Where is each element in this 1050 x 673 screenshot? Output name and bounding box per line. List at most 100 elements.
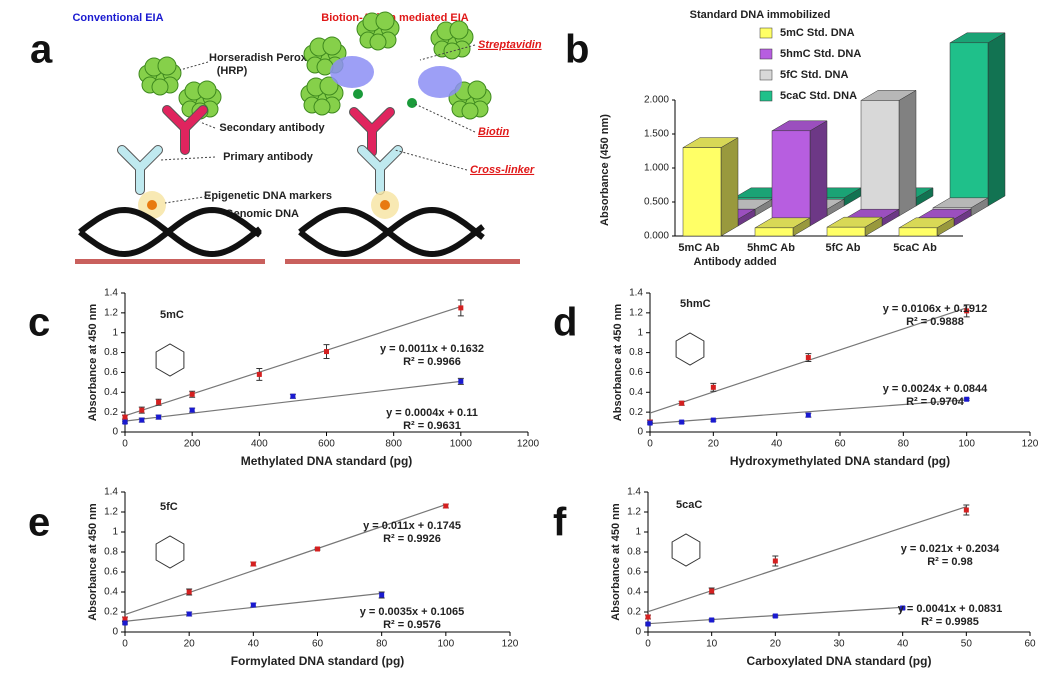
x-tick-label: 100 — [958, 439, 975, 450]
streptavidin — [330, 56, 374, 88]
fit-r2: R² = 0.9888 — [906, 316, 964, 328]
label: Horseradish Peroxidase — [209, 52, 335, 64]
fit-equation: y = 0.0011x + 0.1632 — [380, 343, 484, 355]
y-tick-label: 0.500 — [644, 197, 669, 208]
legend-swatch — [759, 27, 773, 39]
point — [458, 305, 464, 311]
bar-front — [771, 130, 811, 227]
label: Streptavidin — [478, 39, 542, 51]
x-tick-label: 80 — [376, 639, 388, 650]
y-tick-label: 1 — [635, 527, 641, 538]
panel-letter: c — [28, 301, 50, 345]
connector — [179, 61, 209, 71]
dna — [298, 206, 485, 258]
label: Primary antibody — [223, 151, 314, 163]
point — [250, 602, 256, 608]
bar — [860, 89, 917, 217]
y-tick-label: 1 — [112, 327, 118, 338]
x-tick-label: 5mC Ab — [678, 242, 719, 254]
x-tick-label: 10 — [706, 639, 718, 650]
streptavidin — [418, 66, 462, 98]
point — [709, 588, 715, 594]
x-tick-label: 60 — [1024, 639, 1036, 650]
y-tick-label: 0.2 — [104, 407, 118, 418]
fit-r2: R² = 0.9631 — [403, 420, 461, 432]
y-tick-label: 0 — [112, 427, 118, 438]
bar-front — [682, 147, 722, 237]
x-tick-label: 0 — [122, 439, 128, 450]
compound-label: 5hmC — [680, 298, 711, 310]
hrp — [449, 20, 469, 40]
y-tick-label: 0 — [637, 427, 643, 438]
y-tick-label: 1.2 — [629, 307, 643, 318]
bar-side — [898, 89, 917, 217]
x-tick-label: 30 — [833, 639, 845, 650]
hrp — [197, 80, 217, 100]
surface — [285, 259, 520, 264]
y-tick-label: 0.4 — [104, 587, 118, 598]
y-tick-label: 0.6 — [629, 367, 643, 378]
point — [290, 393, 296, 399]
y-tick-label: 1 — [637, 327, 643, 338]
structure — [155, 535, 185, 569]
point — [710, 384, 716, 390]
y-tick-label: 0 — [112, 627, 118, 638]
point — [315, 546, 320, 552]
bar — [771, 120, 828, 227]
y-tick-label: 0.8 — [104, 547, 118, 558]
label: Epigenetic DNA markers — [204, 190, 332, 202]
point — [186, 589, 192, 595]
point — [805, 355, 811, 361]
fit-line — [124, 503, 447, 616]
y-tick-label: 0.6 — [104, 567, 118, 578]
y-tick-label: 0.000 — [644, 231, 669, 242]
fit-equation: y = 0.0004x + 0.11 — [386, 407, 478, 419]
y-tick-label: 1.2 — [104, 307, 118, 318]
legend-label: 5mC Std. DNA — [780, 27, 855, 39]
antibody — [163, 106, 207, 154]
y-axis-label: Absorbance at 450 nm — [612, 304, 624, 422]
y-tick-label: 0.2 — [629, 407, 643, 418]
structure — [155, 343, 185, 377]
fit-r2: R² = 0.9926 — [383, 533, 441, 545]
bar-front — [949, 42, 989, 207]
y-tick-label: 0.6 — [104, 367, 118, 378]
y-tick-label: 0.4 — [627, 587, 641, 598]
biotin — [407, 98, 417, 108]
point — [458, 378, 464, 384]
y-tick-label: 0.8 — [104, 347, 118, 358]
hrp — [319, 76, 339, 96]
x-tick-label: 400 — [251, 439, 268, 450]
point — [189, 391, 195, 397]
bar-side — [720, 137, 739, 237]
panel-a: a Conventional EIA Biotion-Avidin mediat… — [30, 11, 542, 264]
compound-label: 5caC — [676, 499, 702, 511]
y-axis-label: Absorbance at 450 nm — [610, 503, 622, 621]
fit-r2: R² = 0.98 — [927, 556, 973, 568]
point — [189, 407, 195, 413]
y-axis-label: Absorbance at 450 nm — [87, 503, 99, 621]
right-title: Biotion-Avidin mediated EIA — [321, 12, 469, 24]
x-tick-label: 20 — [184, 639, 196, 650]
y-tick-label: 1.4 — [627, 487, 641, 498]
y-tick-label: 1.4 — [104, 288, 118, 299]
connector — [394, 149, 468, 171]
hrp — [467, 80, 487, 100]
legend-swatch — [759, 90, 773, 102]
y-tick-label: 0.2 — [627, 607, 641, 618]
fit-equation: y = 0.021x + 0.2034 — [901, 543, 1000, 555]
fit-line — [647, 506, 967, 613]
point — [647, 420, 653, 426]
label: Biotin — [478, 126, 509, 138]
connector — [199, 121, 216, 129]
x-tick-label: 40 — [897, 639, 909, 650]
bar-front — [826, 226, 866, 237]
y-tick-label: 0 — [635, 627, 641, 638]
connector — [164, 195, 211, 204]
y-tick-label: 1.4 — [104, 487, 118, 498]
point — [122, 419, 128, 425]
x-tick-label: 20 — [708, 439, 720, 450]
point — [122, 414, 128, 420]
point — [645, 621, 651, 627]
